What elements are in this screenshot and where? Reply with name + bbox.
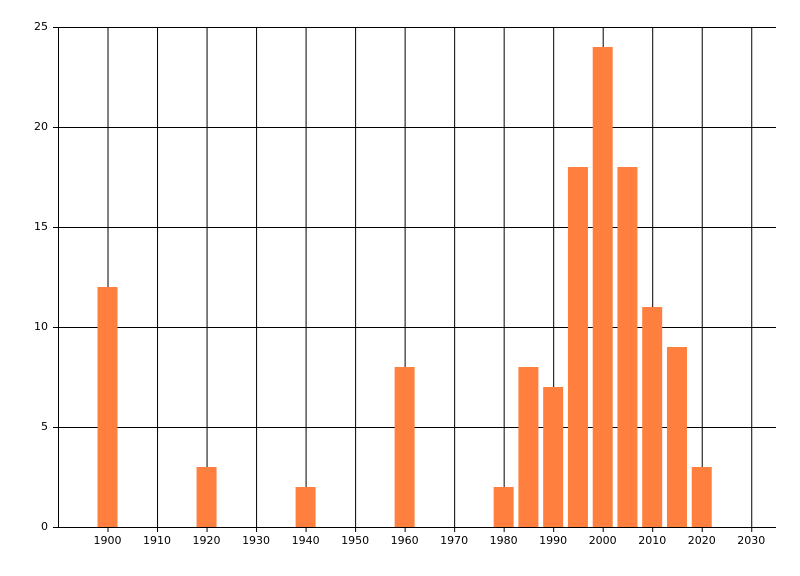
y-tick-label: 0 — [41, 520, 48, 533]
x-tick-label: 2010 — [638, 534, 666, 547]
x-tick-label: 1910 — [143, 534, 171, 547]
y-tick-label: 5 — [41, 420, 48, 433]
bar — [295, 487, 316, 527]
y-tick-label: 15 — [34, 220, 48, 233]
bar — [617, 167, 638, 527]
x-tick-label: 1920 — [193, 534, 221, 547]
x-tick-label: 1990 — [539, 534, 567, 547]
bar — [543, 387, 564, 527]
x-tick-label: 1970 — [440, 534, 468, 547]
bar — [97, 287, 118, 527]
bar — [567, 167, 588, 527]
x-tick-label: 1900 — [94, 534, 122, 547]
bar — [592, 47, 613, 527]
y-tick-label: 10 — [34, 320, 48, 333]
bar — [642, 307, 663, 527]
y-tick-label: 20 — [34, 120, 48, 133]
x-tick-label: 2030 — [737, 534, 765, 547]
x-tick-label: 1950 — [341, 534, 369, 547]
bar — [518, 367, 539, 527]
x-tick-label: 1930 — [242, 534, 270, 547]
x-tick-label: 1960 — [391, 534, 419, 547]
x-tick-label: 2020 — [688, 534, 716, 547]
y-tick-label: 25 — [34, 20, 48, 33]
x-tick-label: 1940 — [292, 534, 320, 547]
bar — [493, 487, 514, 527]
bar — [394, 367, 415, 527]
x-tick-label: 2000 — [589, 534, 617, 547]
bar — [196, 467, 217, 527]
bar — [666, 347, 687, 527]
x-tick-label: 1980 — [490, 534, 518, 547]
bar — [691, 467, 712, 527]
